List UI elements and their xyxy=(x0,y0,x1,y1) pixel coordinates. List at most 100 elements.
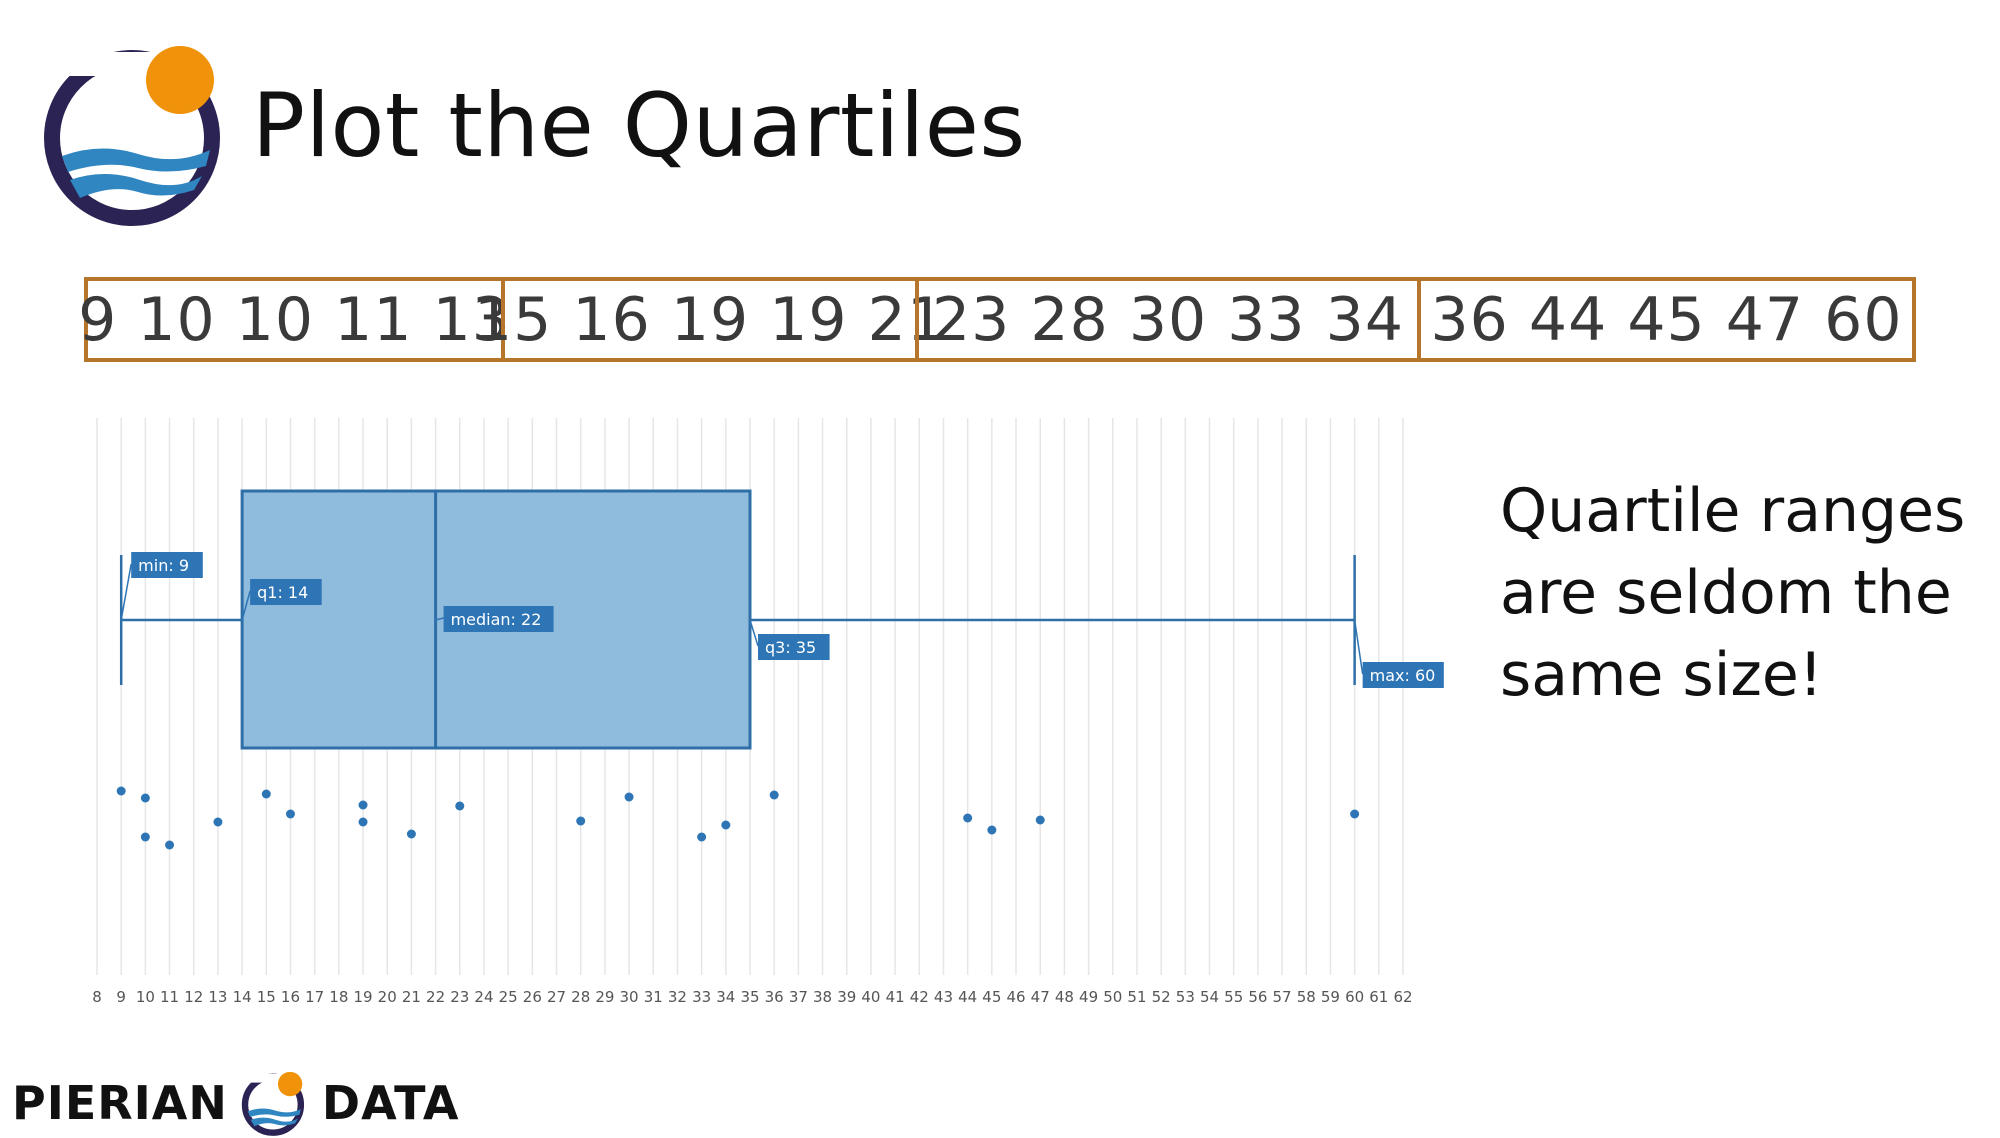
x-tick-label: 22 xyxy=(426,988,445,1006)
x-tick-label: 16 xyxy=(281,988,300,1006)
box-plot xyxy=(119,489,1356,750)
data-point xyxy=(213,817,223,827)
x-tick-label: 9 xyxy=(116,988,126,1006)
quartile-group-2: 15 16 19 19 21 xyxy=(474,277,945,362)
data-point xyxy=(358,800,368,810)
data-point xyxy=(769,790,779,800)
x-tick-label: 55 xyxy=(1224,988,1243,1006)
x-tick-label: 49 xyxy=(1079,988,1098,1006)
x-tick-label: 44 xyxy=(958,988,977,1006)
x-tick-label: 21 xyxy=(402,988,421,1006)
x-tick-label: 18 xyxy=(329,988,348,1006)
data-point xyxy=(165,840,175,850)
x-tick-label: 36 xyxy=(765,988,784,1006)
x-tick-label: 23 xyxy=(450,988,469,1006)
quartile-group-4-values: 36 44 45 47 60 xyxy=(1430,284,1903,355)
x-tick-label: 50 xyxy=(1103,988,1122,1006)
quartile-group-1-values: 9 10 10 11 13 xyxy=(78,284,511,355)
x-tick-label: 24 xyxy=(474,988,493,1006)
label-leader xyxy=(435,617,444,621)
x-tick-label: 52 xyxy=(1152,988,1171,1006)
x-tick-label: 58 xyxy=(1297,988,1316,1006)
x-tick-label: 56 xyxy=(1248,988,1267,1006)
x-tick-label: 12 xyxy=(184,988,203,1006)
stat-labels: min: 9 q1: 14 median: 22 q3: 35 max: 60 xyxy=(120,552,1444,688)
footer-brand-left: PIERIAN xyxy=(12,1076,228,1130)
x-tick-label: 8 xyxy=(92,988,102,1006)
data-point xyxy=(697,832,707,842)
x-tick-label: 14 xyxy=(233,988,252,1006)
x-tick-label: 27 xyxy=(547,988,566,1006)
x-tick-label: 38 xyxy=(813,988,832,1006)
x-tick-label: 46 xyxy=(1006,988,1025,1006)
data-point xyxy=(963,813,973,823)
x-tick-label: 29 xyxy=(595,988,614,1006)
label-leader xyxy=(749,619,759,647)
x-tick-label: 40 xyxy=(861,988,880,1006)
x-tick-label: 20 xyxy=(378,988,397,1006)
label-leader xyxy=(1353,619,1364,675)
data-point xyxy=(1035,815,1045,825)
x-tick-label: 25 xyxy=(499,988,518,1006)
data-point xyxy=(140,793,150,803)
x-tick-label: 31 xyxy=(644,988,663,1006)
x-tick-label: 60 xyxy=(1345,988,1364,1006)
stat-label-box xyxy=(250,579,322,605)
stat-label-q1: q1: 14 xyxy=(257,583,308,602)
data-point xyxy=(285,809,295,819)
x-tick-label: 17 xyxy=(305,988,324,1006)
side-note: Quartile ranges are seldom the same size… xyxy=(1500,476,1966,710)
x-tick-label: 34 xyxy=(716,988,735,1006)
label-leader xyxy=(120,563,132,621)
data-point xyxy=(1350,809,1360,819)
data-point xyxy=(455,801,465,811)
x-tick-label: 57 xyxy=(1273,988,1292,1006)
x-tick-label: 28 xyxy=(571,988,590,1006)
data-point xyxy=(624,792,634,802)
quartile-groups: 9 10 10 11 13 15 16 19 19 21 23 28 30 33… xyxy=(78,277,1916,368)
footer-brand: PIERIAN DATA xyxy=(12,1068,460,1138)
data-point xyxy=(987,825,997,835)
x-tick-label: 61 xyxy=(1369,988,1388,1006)
x-tick-label: 42 xyxy=(910,988,929,1006)
x-tick-label: 35 xyxy=(740,988,759,1006)
data-point xyxy=(721,820,731,830)
x-tick-label: 11 xyxy=(160,988,179,1006)
x-tick-label: 33 xyxy=(692,988,711,1006)
quartile-group-3-values: 23 28 30 33 34 xyxy=(931,284,1405,355)
quartile-group-2-values: 15 16 19 19 21 xyxy=(473,284,947,355)
x-tick-label: 10 xyxy=(136,988,155,1006)
x-tick-label: 47 xyxy=(1031,988,1050,1006)
x-tick-label: 13 xyxy=(208,988,227,1006)
x-tick-label: 19 xyxy=(353,988,372,1006)
stat-label-box xyxy=(131,552,203,578)
x-tick-label: 62 xyxy=(1393,988,1412,1006)
x-tick-label: 30 xyxy=(620,988,639,1006)
stat-label-box xyxy=(1362,662,1444,688)
footer-brand-right: DATA xyxy=(321,1076,460,1130)
stat-label-box xyxy=(443,606,554,632)
quartile-group-1: 9 10 10 11 13 xyxy=(78,277,510,362)
x-tick-label: 54 xyxy=(1200,988,1219,1006)
x-tick-label: 32 xyxy=(668,988,687,1006)
stat-label-median: median: 22 xyxy=(451,610,542,629)
x-tick-label: 43 xyxy=(934,988,953,1006)
stat-label-max: max: 60 xyxy=(1370,666,1436,685)
x-tick-label: 48 xyxy=(1055,988,1074,1006)
data-point xyxy=(116,786,126,796)
x-tick-label: 41 xyxy=(886,988,905,1006)
x-tick-label: 53 xyxy=(1176,988,1195,1006)
label-leader xyxy=(241,590,251,621)
x-tick-label: 59 xyxy=(1321,988,1340,1006)
data-point xyxy=(576,816,586,826)
stat-label-q3: q3: 35 xyxy=(765,638,816,657)
pierian-logo-small-icon xyxy=(241,1071,304,1136)
data-point xyxy=(261,789,271,799)
data-point xyxy=(406,829,416,839)
data-point xyxy=(358,817,368,827)
x-tick-label: 15 xyxy=(257,988,276,1006)
x-tick-label: 26 xyxy=(523,988,542,1006)
quartile-group-4: 36 44 45 47 60 xyxy=(1417,277,1916,362)
pierian-logo-icon xyxy=(44,46,220,226)
